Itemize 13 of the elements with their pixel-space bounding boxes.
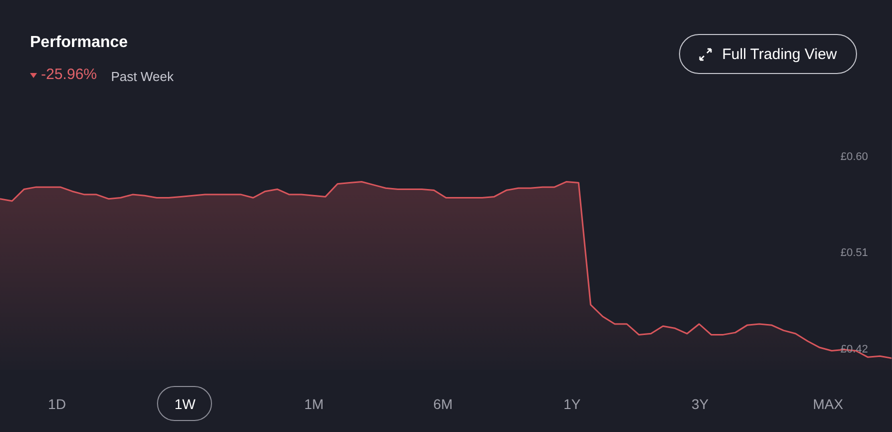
text: 6M <box>432 396 454 412</box>
y-tick-label: £0.60 <box>840 150 868 163</box>
text: 1W <box>174 396 196 412</box>
y-tick-label: £0.51 <box>840 247 868 260</box>
text: 1M <box>303 396 325 412</box>
text: 1Y <box>562 396 582 412</box>
chart-subtitle: -25.96% <box>41 66 97 83</box>
text: Past Week <box>111 69 174 84</box>
chart-title: Performance <box>30 34 128 52</box>
text: Full Trading View <box>722 46 837 62</box>
text: 1D <box>47 396 67 412</box>
text: MAX <box>812 396 844 412</box>
text: 3Y <box>690 396 710 412</box>
